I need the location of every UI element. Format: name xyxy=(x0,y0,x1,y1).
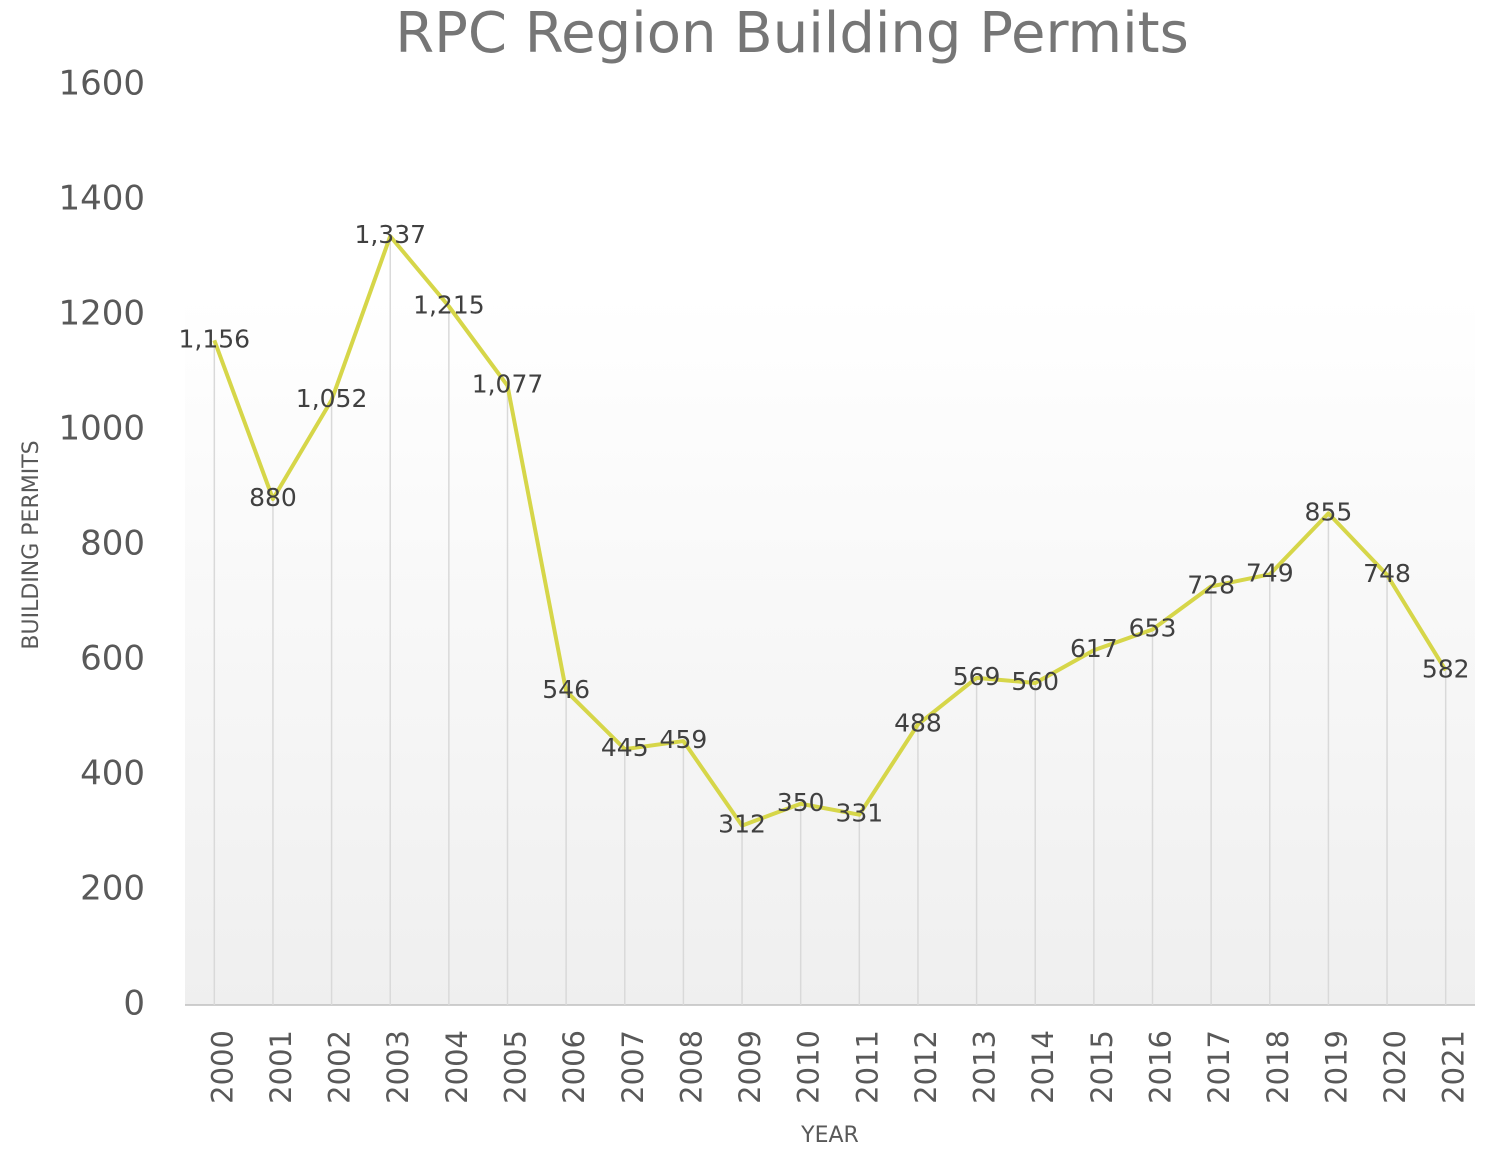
y-tick-label: 600 xyxy=(80,639,145,679)
data-label: 560 xyxy=(1011,667,1059,696)
y-tick-label: 400 xyxy=(80,754,145,794)
data-label: 617 xyxy=(1070,634,1118,663)
data-label: 880 xyxy=(249,483,297,512)
x-tick-label: 2007 xyxy=(616,1030,650,1104)
chart-title: RPC Region Building Permits xyxy=(395,1,1189,66)
x-tick-label: 2003 xyxy=(381,1030,415,1104)
x-tick-label: 2005 xyxy=(499,1030,533,1104)
data-label: 445 xyxy=(601,733,649,762)
x-tick-label: 2012 xyxy=(909,1030,943,1104)
y-tick-label: 1200 xyxy=(58,294,145,334)
plot-background xyxy=(185,295,1475,1005)
series-line xyxy=(212,234,1448,828)
data-label: 1,156 xyxy=(179,324,251,353)
x-tick-label: 2011 xyxy=(850,1030,884,1104)
x-tick-label: 2014 xyxy=(1026,1030,1060,1104)
x-tick-label: 2004 xyxy=(440,1030,474,1104)
x-tick-label: 2000 xyxy=(205,1030,239,1104)
x-tick-label: 2009 xyxy=(733,1030,767,1104)
x-tick-label: 2017 xyxy=(1202,1030,1236,1104)
data-label: 749 xyxy=(1246,558,1294,587)
y-tick-label: 1600 xyxy=(58,64,145,104)
y-tick-label: 0 xyxy=(123,984,145,1024)
x-tick-label: 2008 xyxy=(674,1030,708,1104)
x-tick-label: 2006 xyxy=(557,1030,591,1104)
data-label: 1,052 xyxy=(296,384,368,413)
x-tick-label: 2018 xyxy=(1261,1030,1295,1104)
y-tick-label: 800 xyxy=(80,524,145,564)
x-axis-title: YEAR xyxy=(800,1123,859,1148)
data-label: 1,215 xyxy=(413,290,485,319)
x-tick-label: 2001 xyxy=(264,1030,298,1104)
data-label: 569 xyxy=(953,662,1001,691)
data-label: 855 xyxy=(1305,497,1353,526)
data-label: 728 xyxy=(1187,570,1235,599)
x-tick-label: 2019 xyxy=(1319,1030,1353,1104)
data-label: 1,337 xyxy=(354,220,426,249)
x-tick-label: 2021 xyxy=(1437,1030,1471,1104)
data-label: 350 xyxy=(777,788,825,817)
data-label: 546 xyxy=(542,675,590,704)
data-label: 312 xyxy=(718,810,766,839)
x-tick-label: 2010 xyxy=(792,1030,826,1104)
data-label: 653 xyxy=(1129,614,1177,643)
data-label: 748 xyxy=(1363,559,1411,588)
data-label: 1,077 xyxy=(472,370,544,399)
y-axis-title: BUILDING PERMITS xyxy=(19,440,44,649)
x-tick-label: 2020 xyxy=(1378,1030,1412,1104)
y-tick-label: 1400 xyxy=(58,179,145,219)
x-tick-label: 2016 xyxy=(1144,1030,1178,1104)
data-label: 459 xyxy=(660,725,708,754)
data-label: 488 xyxy=(894,708,942,737)
x-tick-label: 2002 xyxy=(323,1030,357,1104)
x-tick-label: 2015 xyxy=(1085,1030,1119,1104)
data-label: 331 xyxy=(835,799,883,828)
y-tick-label: 200 xyxy=(80,869,145,909)
data-label: 582 xyxy=(1422,654,1470,683)
y-tick-label: 1000 xyxy=(58,409,145,449)
x-tick-label: 2013 xyxy=(968,1030,1002,1104)
